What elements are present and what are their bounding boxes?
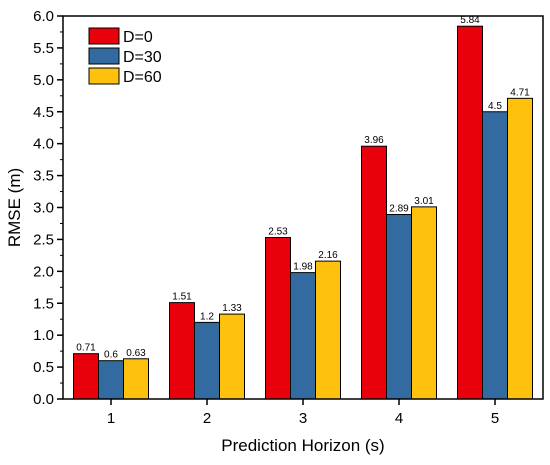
legend-label: D=30 — [123, 49, 162, 66]
bar — [361, 145, 387, 400]
bar — [290, 272, 316, 400]
data-label: 2.53 — [268, 227, 288, 238]
x-tick-label: 1 — [107, 410, 115, 427]
bar — [265, 237, 291, 400]
data-label: 5.84 — [460, 15, 480, 26]
data-label: 3.96 — [364, 135, 384, 146]
bar — [315, 260, 341, 400]
data-label: 1.51 — [172, 292, 192, 303]
bar — [482, 111, 508, 400]
y-tick-label: 1.5 — [33, 295, 54, 312]
y-axis: 0.0 0.5 1.0 1.5 2.0 2.5 3.0 3.5 4.0 4.5 5.0 5.5 6.0 — [33, 8, 63, 408]
data-label: 2.16 — [318, 250, 338, 261]
data-label: 0.71 — [76, 343, 96, 354]
x-axis-title: Prediction Horizon (s) — [221, 436, 384, 455]
data-labels-layer: 0.71 0.6 0.63 1.51 1.2 1.33 2.53 1.98 2.16 3.96 2.… — [76, 15, 530, 360]
y-tick-label: 2.0 — [33, 263, 54, 280]
bar — [386, 214, 412, 400]
legend-swatch — [88, 67, 120, 85]
y-axis-title: RMSE (m) — [5, 168, 24, 247]
data-label: 1.2 — [200, 311, 214, 322]
data-label: 4.5 — [488, 101, 502, 112]
legend-label: D=60 — [123, 69, 162, 86]
y-tick-label: 5.5 — [33, 40, 54, 57]
y-tick-label: 1.0 — [33, 327, 54, 344]
bar — [73, 353, 99, 400]
legend: D=0 D=30 D=60 — [88, 27, 162, 86]
bar — [507, 97, 533, 400]
legend-label: D=0 — [123, 29, 153, 46]
x-tick-label: 3 — [299, 410, 307, 427]
data-label: 0.6 — [104, 350, 118, 361]
data-label: 3.01 — [414, 196, 434, 207]
y-tick-label: 4.0 — [33, 136, 54, 153]
y-tick-label: 0.0 — [33, 391, 54, 408]
bar — [219, 313, 245, 400]
legend-swatch — [88, 27, 120, 45]
bar — [123, 358, 149, 400]
data-label: 1.98 — [293, 262, 313, 273]
y-tick-label: 2.5 — [33, 231, 54, 248]
data-label: 0.63 — [126, 348, 146, 359]
x-axis: 1 2 3 4 5 — [107, 399, 499, 427]
y-tick-label: 3.5 — [33, 168, 54, 185]
bar — [98, 360, 124, 400]
data-label: 4.71 — [510, 87, 530, 98]
bars-layer — [73, 25, 533, 400]
data-label: 1.33 — [222, 303, 242, 314]
x-tick-label: 2 — [203, 410, 211, 427]
y-tick-label: 0.5 — [33, 359, 54, 376]
bar — [457, 25, 483, 400]
x-tick-label: 4 — [395, 410, 403, 427]
bar — [194, 321, 220, 400]
bar — [169, 302, 195, 400]
x-tick-label: 5 — [491, 410, 499, 427]
data-label: 2.89 — [389, 204, 409, 215]
y-tick-label: 5.0 — [33, 72, 54, 89]
y-tick-label: 4.5 — [33, 104, 54, 121]
y-tick-label: 6.0 — [33, 8, 54, 25]
legend-swatch — [88, 47, 120, 65]
bar — [411, 206, 437, 400]
y-tick-label: 3.0 — [33, 200, 54, 217]
